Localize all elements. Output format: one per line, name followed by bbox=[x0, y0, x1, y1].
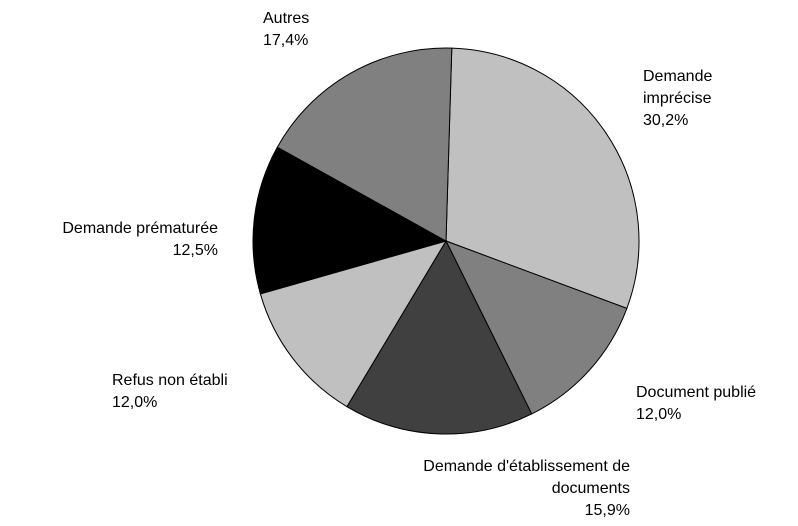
category-label: Demande d'établissement de documents bbox=[423, 458, 630, 497]
pie-slice bbox=[259, 240, 448, 408]
value-label: 12,5% bbox=[172, 242, 218, 259]
value-label: 12,0% bbox=[636, 406, 682, 423]
value-label: 17,4% bbox=[263, 32, 309, 49]
category-label: Autres bbox=[263, 10, 310, 27]
slice-label: Demande prématurée 12,5% bbox=[0, 218, 218, 262]
value-label: 12,0% bbox=[112, 394, 158, 411]
category-label: Demande prématurée bbox=[62, 220, 218, 237]
category-label: Refus non établi bbox=[112, 372, 228, 389]
slice-label: Document publié 12,0% bbox=[636, 382, 798, 426]
slice-label: Demande imprécise 30,2% bbox=[643, 66, 733, 132]
slice-label: Autres 17,4% bbox=[263, 8, 363, 52]
pie-slice bbox=[276, 47, 453, 242]
value-label: 30,2% bbox=[643, 112, 689, 129]
category-label: Document publié bbox=[636, 384, 757, 401]
category-label: Demande imprécise bbox=[643, 68, 713, 107]
pie-slice bbox=[445, 47, 640, 310]
pie-slice bbox=[252, 146, 448, 295]
pie-slice bbox=[444, 240, 628, 415]
slice-label: Refus non établi 12,0% bbox=[112, 370, 262, 414]
slice-label: Demande d'établissement de documents 15,9… bbox=[370, 456, 630, 522]
pie-slice bbox=[346, 239, 533, 435]
value-label: 15,9% bbox=[584, 502, 630, 519]
